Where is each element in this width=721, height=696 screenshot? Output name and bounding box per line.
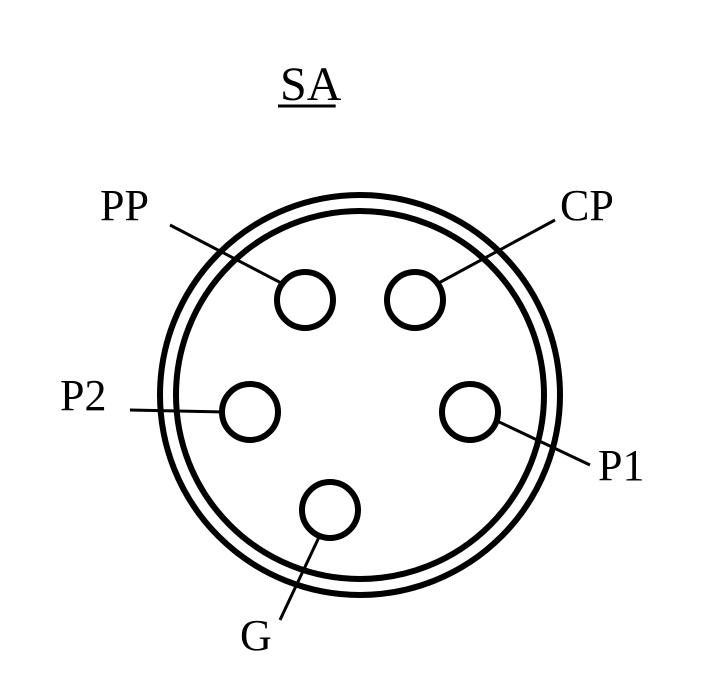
diagram-title: SA [280,58,342,111]
pin-pp [277,272,333,328]
pin-g [302,482,358,538]
label-g: G [240,611,272,660]
label-pp: PP [100,181,149,230]
leader-p2 [130,410,225,412]
label-p2: P2 [60,371,106,420]
connector-outer-ring [160,195,560,595]
pin-p1 [442,384,498,440]
label-p1: P1 [598,441,644,490]
connector-diagram: PP CP P2 P1 G SA [0,0,721,696]
label-cp: CP [560,181,614,230]
pin-cp [387,272,443,328]
pin-p2 [222,384,278,440]
leader-g [280,535,320,620]
leader-cp [435,220,555,285]
